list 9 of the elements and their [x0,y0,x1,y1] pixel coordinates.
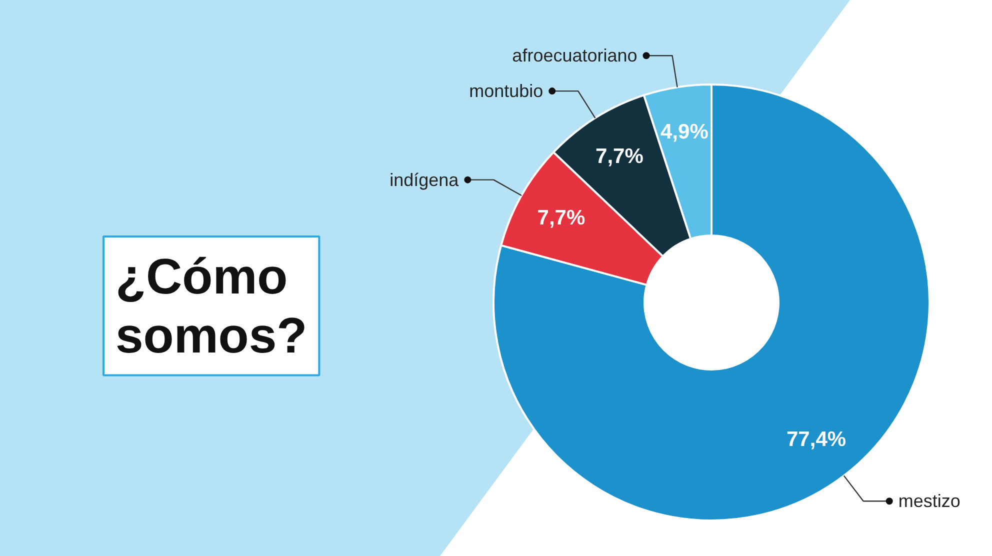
data-label: 4,9% [660,120,709,144]
data-label: 7,7% [537,206,586,230]
slice-label: mestizo [898,491,960,512]
slice-label: indígena [390,170,460,190]
data-label: 77,4% [786,428,846,452]
data-label: 7,7% [596,145,644,168]
slice-label: afroecuatoriano [512,46,638,66]
slice-label: montubio [469,81,544,102]
text: ¿Cómo somos? [116,248,308,364]
